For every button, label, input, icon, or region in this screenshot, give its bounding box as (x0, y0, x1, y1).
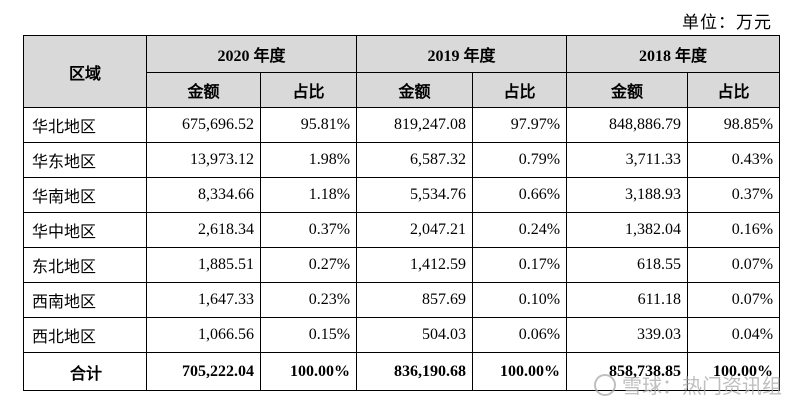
region-cell: 华北地区 (23, 107, 147, 143)
amount-cell: 611.18 (566, 282, 689, 318)
region-cell: 华东地区 (23, 142, 147, 178)
share-cell: 0.43% (687, 142, 781, 178)
header-share: 占比 (259, 72, 358, 108)
table-row: 华中地区 2,618.34 0.37% 2,047.21 0.24% 1,382… (23, 212, 781, 248)
table-row: 华南地区 8,334.66 1.18% 5,534.76 0.66% 3,188… (23, 177, 781, 213)
total-label: 合计 (23, 352, 147, 391)
table-row: 华东地区 13,973.12 1.98% 6,587.32 0.79% 3,71… (23, 142, 781, 178)
amount-cell: 1,066.56 (146, 317, 261, 353)
header-region: 区域 (23, 35, 147, 108)
share-cell: 0.27% (259, 247, 358, 283)
total-share-cell: 100.00% (687, 352, 781, 391)
regional-revenue-table: 区域 2020 年度 2019 年度 2018 年度 金额 占比 金额 占比 金… (23, 35, 781, 391)
amount-cell: 2,047.21 (356, 212, 474, 248)
share-cell: 0.15% (259, 317, 358, 353)
share-cell: 0.23% (259, 282, 358, 318)
amount-cell: 3,188.93 (566, 177, 689, 213)
amount-cell: 848,886.79 (566, 107, 689, 143)
table-row: 东北地区 1,885.51 0.27% 1,412.59 0.17% 618.5… (23, 247, 781, 283)
table-row: 西北地区 1,066.56 0.15% 504.03 0.06% 339.03 … (23, 317, 781, 353)
amount-cell: 1,412.59 (356, 247, 474, 283)
amount-cell: 857.69 (356, 282, 474, 318)
amount-cell: 339.03 (566, 317, 689, 353)
share-cell: 0.07% (687, 282, 781, 318)
amount-cell: 618.55 (566, 247, 689, 283)
share-cell: 0.10% (472, 282, 568, 318)
total-amount-cell: 858,738.85 (566, 352, 689, 391)
share-cell: 0.79% (472, 142, 568, 178)
header-share: 占比 (687, 72, 781, 108)
share-cell: 0.07% (687, 247, 781, 283)
share-cell: 0.37% (687, 177, 781, 213)
share-cell: 0.16% (687, 212, 781, 248)
share-cell: 0.66% (472, 177, 568, 213)
region-cell: 华中地区 (23, 212, 147, 248)
share-cell: 97.97% (472, 107, 568, 143)
total-share-cell: 100.00% (259, 352, 358, 391)
header-year-2019: 2019 年度 (356, 35, 568, 73)
amount-cell: 6,587.32 (356, 142, 474, 178)
amount-cell: 2,618.34 (146, 212, 261, 248)
total-amount-cell: 836,190.68 (356, 352, 474, 391)
header-amount: 金额 (356, 72, 474, 108)
header-amount: 金额 (146, 72, 261, 108)
header-share: 占比 (472, 72, 568, 108)
header-row-years: 区域 2020 年度 2019 年度 2018 年度 (23, 35, 781, 108)
region-cell: 华南地区 (23, 177, 147, 213)
amount-cell: 1,647.33 (146, 282, 261, 318)
amount-cell: 504.03 (356, 317, 474, 353)
amount-cell: 8,334.66 (146, 177, 261, 213)
amount-cell: 819,247.08 (356, 107, 474, 143)
header-year-2020: 2020 年度 (145, 35, 358, 73)
amount-cell: 3,711.33 (566, 142, 689, 178)
table-row: 华北地区 675,696.52 95.81% 819,247.08 97.97%… (23, 107, 781, 143)
amount-cell: 13,973.12 (146, 142, 261, 178)
share-cell: 0.06% (472, 317, 568, 353)
total-share-cell: 100.00% (472, 352, 568, 391)
share-cell: 1.98% (259, 142, 358, 178)
total-amount-cell: 705,222.04 (146, 352, 261, 391)
amount-cell: 1,382.04 (566, 212, 689, 248)
total-row: 合计 705,222.04 100.00% 836,190.68 100.00%… (23, 352, 781, 391)
header-row-metrics: 金额 占比 金额 占比 金额 占比 (24, 72, 781, 108)
table-row: 西南地区 1,647.33 0.23% 857.69 0.10% 611.18 … (23, 282, 781, 318)
share-cell: 0.37% (259, 212, 358, 248)
share-cell: 0.24% (472, 212, 568, 248)
share-cell: 1.18% (259, 177, 358, 213)
region-cell: 西南地区 (23, 282, 147, 318)
unit-label: 单位：万元 (682, 13, 772, 32)
amount-cell: 5,534.76 (356, 177, 474, 213)
region-cell: 东北地区 (23, 247, 147, 283)
header-amount: 金额 (566, 72, 689, 108)
amount-cell: 1,885.51 (146, 247, 261, 283)
header-year-2018: 2018 年度 (566, 35, 781, 73)
share-cell: 98.85% (687, 107, 781, 143)
share-cell: 95.81% (259, 107, 358, 143)
share-cell: 0.04% (687, 317, 781, 353)
amount-cell: 675,696.52 (146, 107, 261, 143)
share-cell: 0.17% (472, 247, 568, 283)
region-cell: 西北地区 (23, 317, 147, 353)
